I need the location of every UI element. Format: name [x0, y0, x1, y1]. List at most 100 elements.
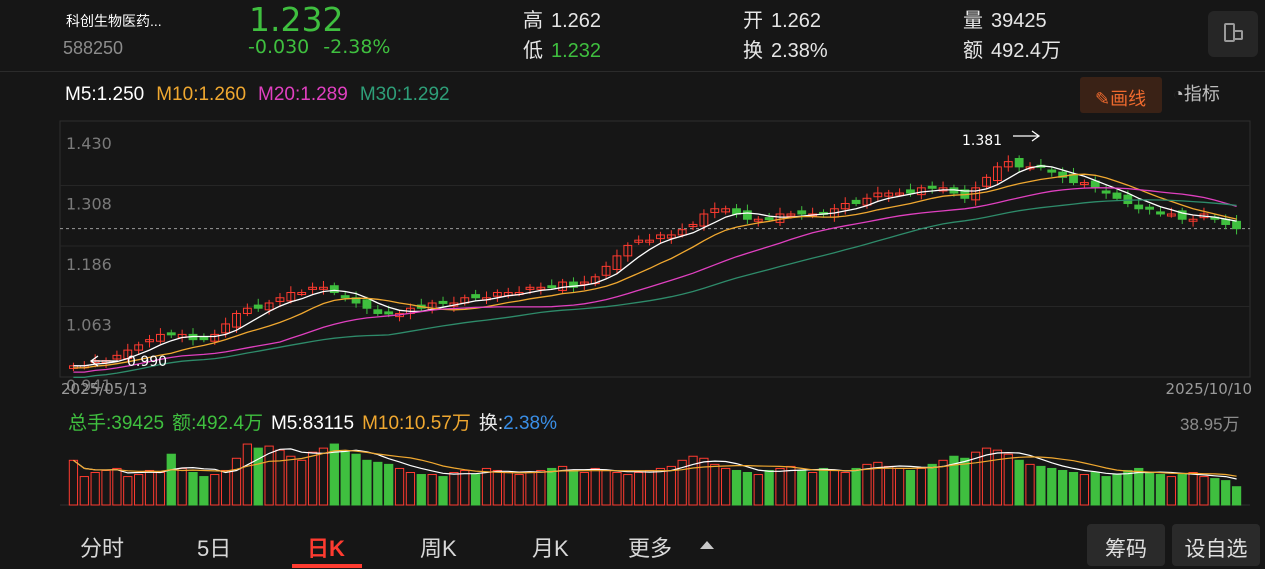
volume-max-label: 38.95万	[1180, 415, 1240, 434]
volume-bar	[1025, 463, 1035, 506]
candle-body	[1014, 158, 1024, 168]
stat-amount: 额 492.4万	[963, 34, 1061, 63]
volume-turn-label: 换:	[478, 413, 504, 434]
y-tick-label: 0.941	[66, 376, 112, 395]
volume-bar	[1068, 472, 1079, 506]
candle-body	[155, 333, 165, 342]
stat-low-value: 1.232	[551, 40, 602, 62]
candle-body	[232, 312, 241, 328]
volume-bar	[492, 469, 503, 506]
volume-bar	[884, 465, 894, 506]
current-price: 1.232	[249, 0, 344, 39]
stat-volume: 量 39425	[963, 4, 1047, 33]
candle-body	[253, 304, 263, 309]
volume-bar	[981, 447, 992, 506]
tab-daily-k[interactable]: 日K	[307, 536, 345, 561]
rotate-icon	[1235, 30, 1243, 40]
candle-body	[699, 213, 709, 227]
candle-body	[340, 295, 350, 299]
candle-body	[840, 203, 850, 210]
volume-bar	[1221, 480, 1231, 506]
volume-bar	[721, 467, 731, 506]
chips-button[interactable]: 筹码	[1087, 524, 1165, 566]
candle-body	[210, 333, 220, 342]
y-tick-label: 1.430	[66, 134, 112, 153]
volume-bar	[166, 453, 176, 506]
stat-high-value: 1.262	[551, 10, 602, 32]
volume-bar	[623, 474, 633, 506]
volume-bar	[536, 469, 546, 506]
stat-high: 高 1.262	[523, 4, 601, 33]
volume-bar	[873, 461, 883, 506]
volume-bar	[568, 469, 579, 506]
stat-amount-value: 492.4万	[991, 40, 1062, 62]
candle-body	[1156, 211, 1165, 215]
candle-body	[623, 244, 633, 257]
add-watchlist-button[interactable]: 设自选	[1172, 524, 1260, 566]
max-arrow-icon	[1013, 130, 1041, 142]
volume-bar	[134, 474, 144, 506]
volume-bar	[938, 459, 948, 506]
stat-turnover: 换 2.38%	[743, 34, 828, 63]
landscape-toggle-button[interactable]	[1208, 11, 1258, 57]
volume-chart[interactable]	[0, 435, 1265, 510]
candle-body	[319, 286, 328, 290]
volume-bar	[329, 443, 339, 506]
volume-bar	[862, 463, 872, 506]
stat-volume-value: 39425	[991, 10, 1047, 32]
volume-bar	[731, 469, 742, 506]
tab-intraday[interactable]: 分时	[80, 536, 125, 561]
volume-bar	[1058, 469, 1068, 506]
volume-bar	[144, 469, 155, 506]
volume-bar	[275, 449, 285, 506]
draw-line-button[interactable]: ✎画线	[1080, 77, 1162, 113]
ma20-line	[73, 187, 1237, 373]
candle-body	[764, 217, 774, 221]
volume-bar	[242, 443, 252, 506]
volume-bar	[384, 463, 394, 506]
tab-more[interactable]: 更多	[628, 536, 673, 561]
volume-bar	[851, 467, 861, 506]
price-change: -0.030 -2.38%	[248, 36, 390, 58]
candle-body	[1188, 218, 1198, 222]
volume-bar	[1199, 476, 1209, 506]
volume-bar	[1014, 459, 1024, 506]
volume-bar	[351, 453, 361, 506]
candle-body	[308, 286, 317, 290]
volume-bar	[927, 463, 937, 506]
tab-5day[interactable]: 5日	[197, 536, 232, 561]
stat-high-label: 高	[523, 10, 543, 32]
volume-bar	[644, 469, 655, 506]
ma10-line	[73, 173, 1237, 369]
volume-bar	[655, 467, 666, 506]
indicator-label: 指标	[1183, 84, 1220, 104]
volume-bar	[612, 472, 622, 506]
volume-bar	[634, 472, 644, 506]
volume-bar	[1036, 465, 1046, 506]
volume-ma5: M5:83115	[270, 413, 355, 434]
volume-ma10-line	[73, 449, 1237, 477]
change-value: -0.030	[248, 36, 310, 58]
caret-up-icon[interactable]	[700, 541, 714, 549]
volume-legend: 总手:39425 额:492.4万 M5:83115 M10:10.57万 换:2.38…	[68, 408, 565, 435]
volume-bar	[1231, 486, 1242, 506]
volume-bar	[123, 476, 133, 506]
tab-weekly-k[interactable]: 周K	[420, 536, 457, 561]
draw-line-label: 画线	[1110, 89, 1147, 109]
candle-body	[264, 302, 274, 311]
candle-body	[645, 239, 654, 243]
indicator-button[interactable]: ◔指标	[1173, 80, 1220, 106]
candle-body	[1123, 194, 1133, 205]
ma10-label: M10:1.260	[156, 84, 247, 105]
candle-body	[797, 210, 807, 215]
tab-monthly-k[interactable]: 月K	[532, 536, 569, 561]
ma5-label: M5:1.250	[65, 84, 145, 105]
period-tab-bar: 分时 5日 日K 周K 月K 更多 筹码 设自选	[0, 521, 1265, 569]
candle-body	[1058, 171, 1068, 178]
volume-bar	[199, 476, 209, 506]
volume-bar	[210, 474, 220, 506]
volume-bar	[231, 457, 242, 506]
candle-body	[112, 354, 122, 360]
volume-bar	[112, 467, 122, 506]
